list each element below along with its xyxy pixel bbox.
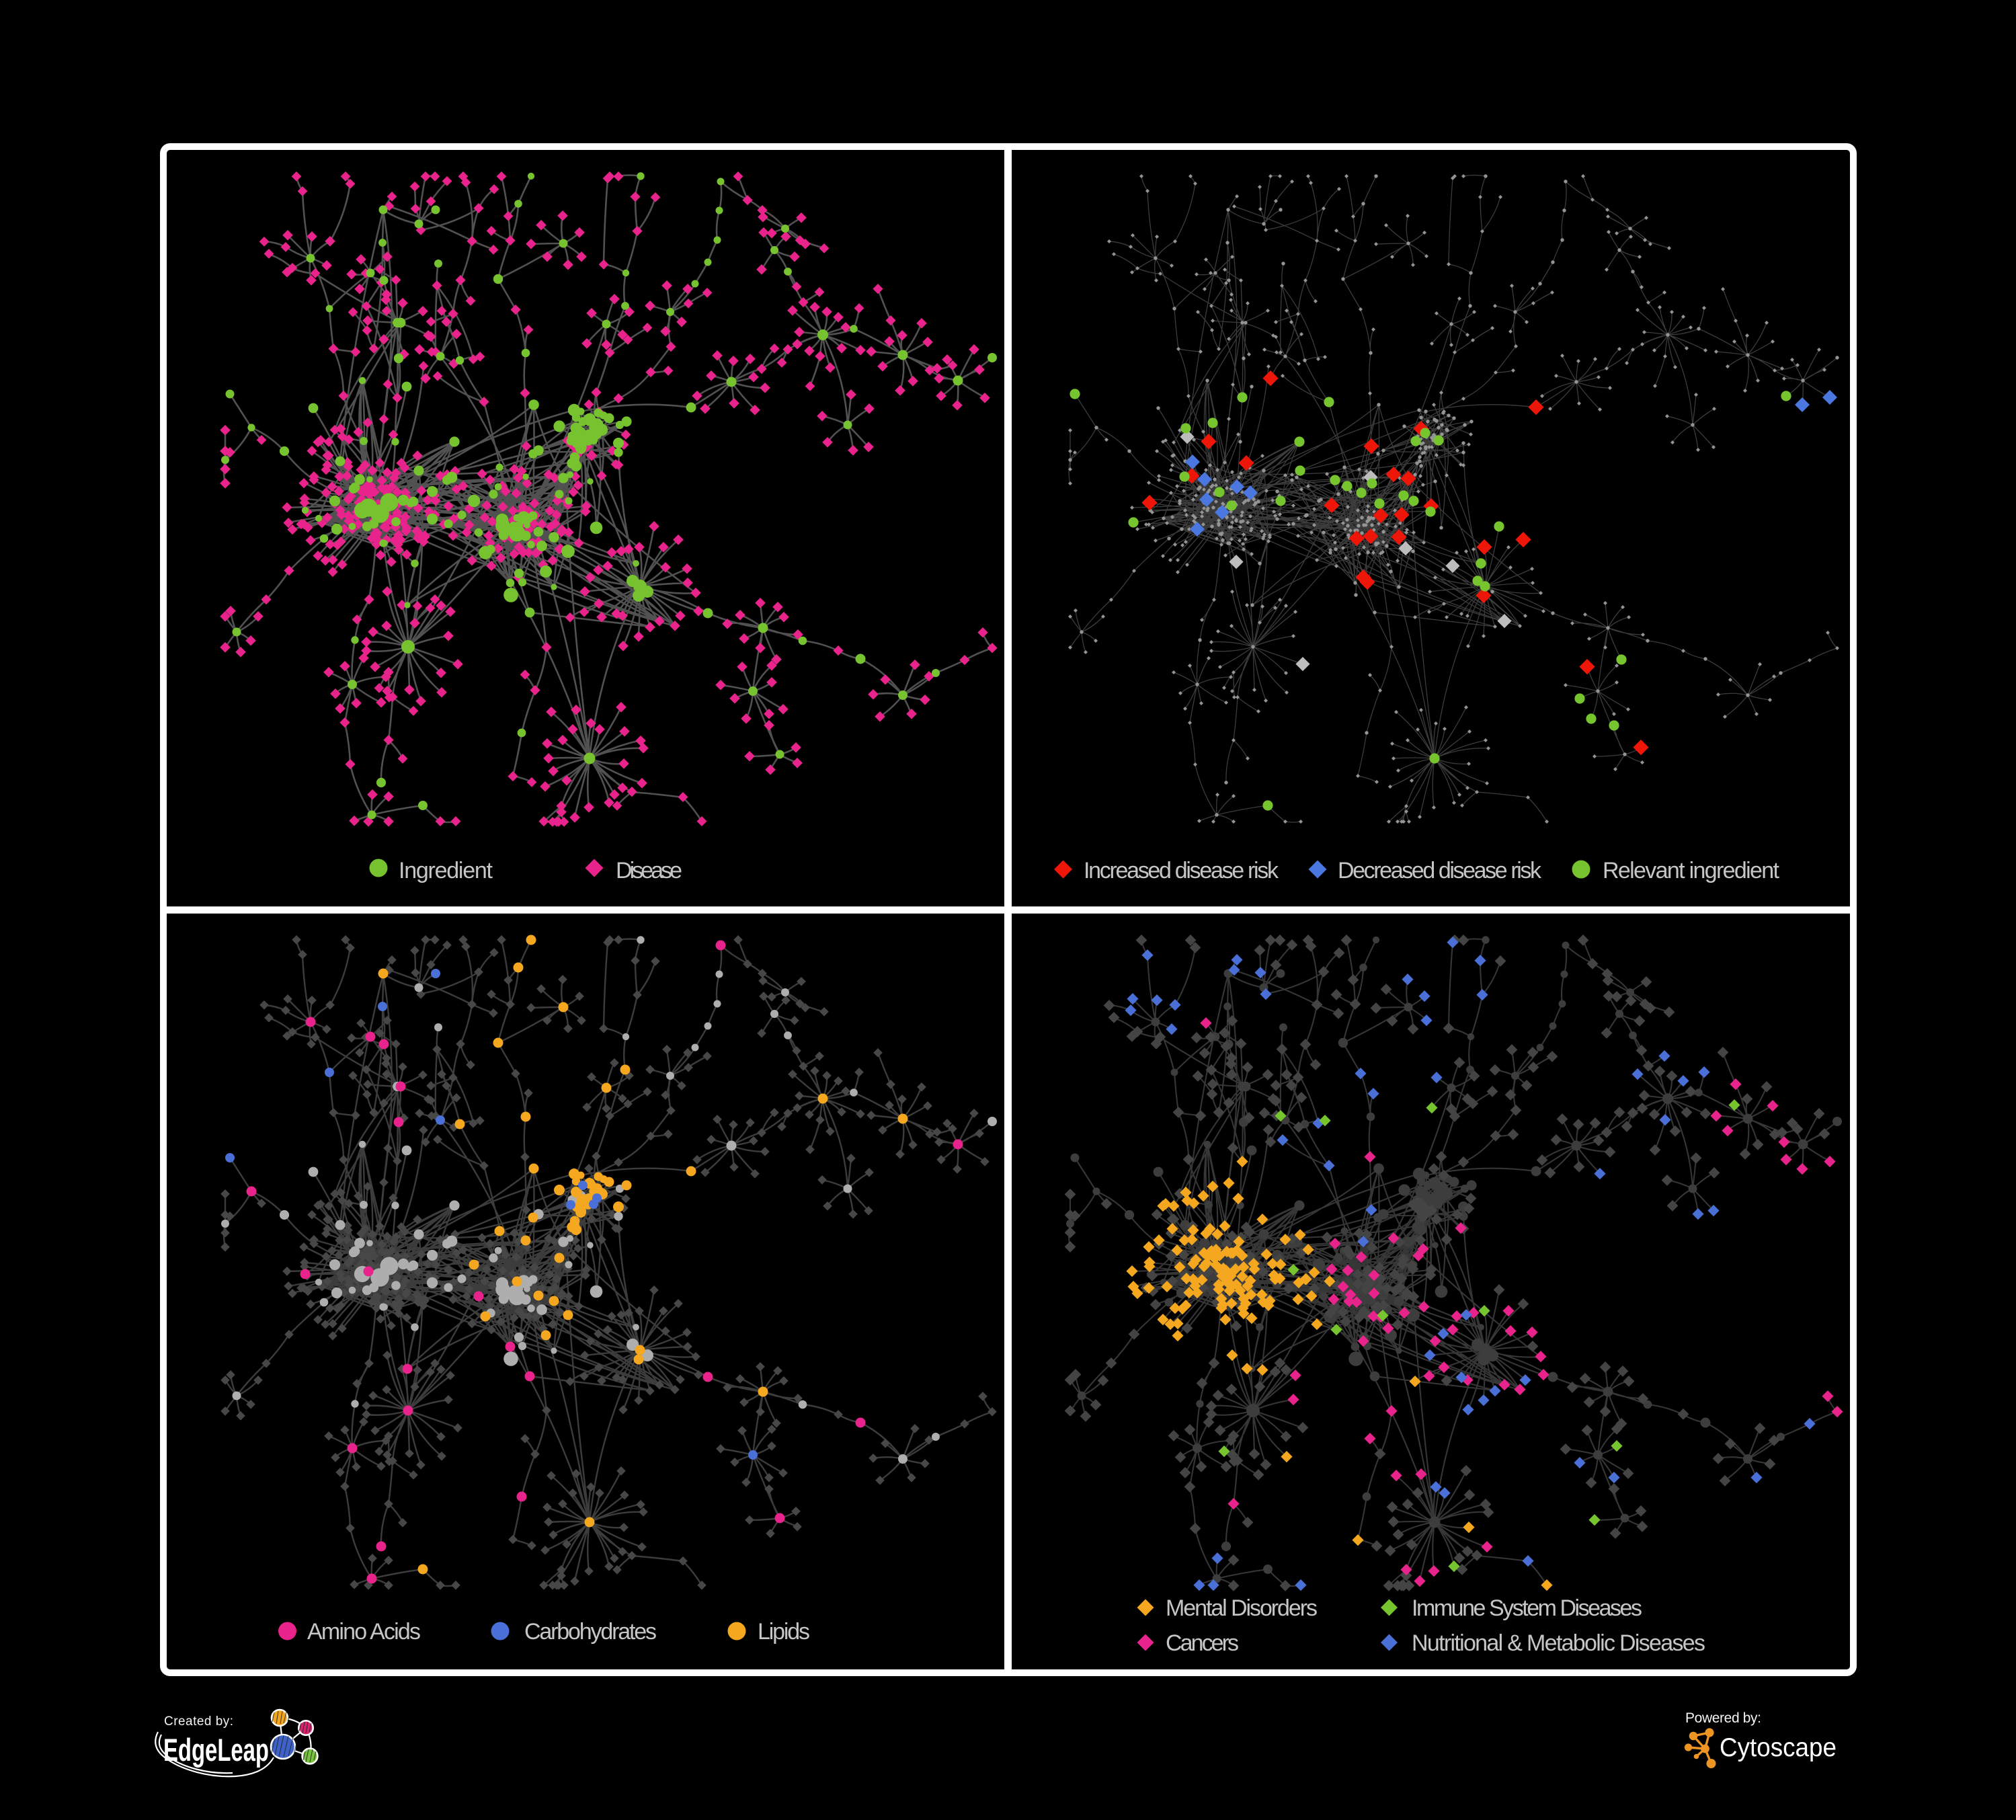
svg-text:Increased disease risk: Increased disease risk (1084, 858, 1279, 883)
svg-text:Created by:: Created by: (164, 1714, 233, 1729)
svg-text:Relevant ingredient: Relevant ingredient (1603, 858, 1780, 883)
svg-text:Lipids: Lipids (758, 1619, 810, 1645)
svg-text:Amino Acids: Amino Acids (307, 1619, 421, 1645)
svg-text:EdgeLeap: EdgeLeap (163, 1732, 269, 1768)
svg-text:Immune System Diseases: Immune System Diseases (1412, 1595, 1642, 1621)
svg-text:Disease: Disease (616, 858, 682, 883)
svg-text:Mental Disorders: Mental Disorders (1166, 1595, 1318, 1621)
svg-text:Decreased disease risk: Decreased disease risk (1338, 858, 1542, 883)
svg-text:Nutritional & Metabolic Diseas: Nutritional & Metabolic Diseases (1412, 1630, 1705, 1656)
svg-text:Powered by:: Powered by: (1685, 1710, 1761, 1726)
svg-text:Carbohydrates: Carbohydrates (524, 1619, 657, 1645)
svg-text:Cancers: Cancers (1166, 1630, 1239, 1656)
svg-text:Cytoscape: Cytoscape (1720, 1733, 1837, 1762)
svg-text:Ingredient: Ingredient (399, 858, 493, 883)
